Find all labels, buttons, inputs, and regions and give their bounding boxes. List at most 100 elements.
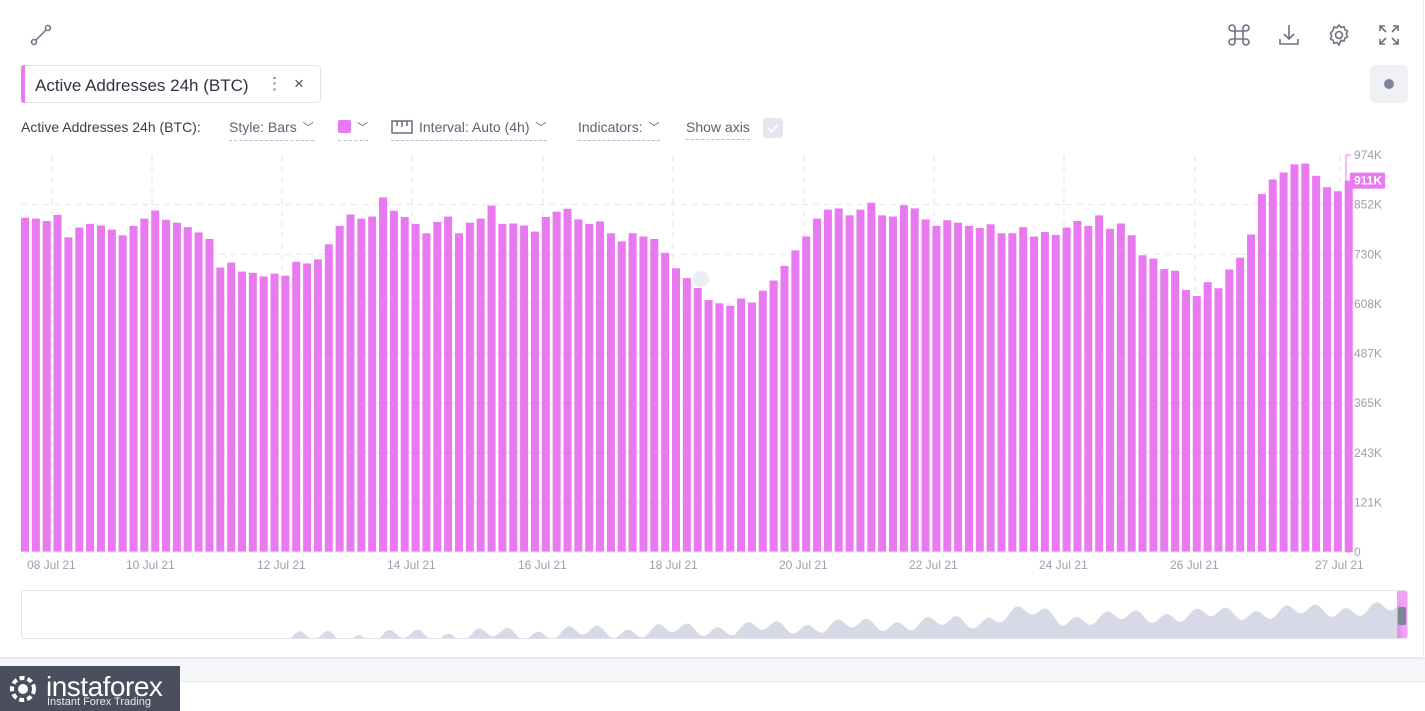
bar xyxy=(129,225,138,553)
y-tick-label: 365K xyxy=(1354,396,1382,410)
crosshair-marker xyxy=(693,271,709,287)
check-icon xyxy=(767,124,779,133)
bar xyxy=(227,262,236,552)
metric-close-button[interactable]: × xyxy=(294,74,304,93)
bar xyxy=(509,223,518,553)
bar xyxy=(86,223,95,552)
bar xyxy=(1203,282,1212,552)
y-tick-label: 608K xyxy=(1354,297,1382,311)
bar xyxy=(997,233,1006,552)
bar xyxy=(335,225,344,553)
bar xyxy=(1019,227,1028,552)
bar xyxy=(1301,163,1310,552)
bar xyxy=(693,287,702,552)
instaforex-watermark: instaforex Instant Forex Trading xyxy=(0,666,180,711)
bar xyxy=(1030,236,1039,552)
bar xyxy=(281,275,290,552)
bar xyxy=(639,236,648,552)
bar xyxy=(1323,187,1331,552)
bar xyxy=(802,236,811,552)
bar xyxy=(1095,215,1104,552)
bar xyxy=(1116,223,1125,553)
bar xyxy=(162,219,171,552)
bar xyxy=(151,210,160,552)
instaforex-logo-icon xyxy=(10,676,36,702)
interval-dropdown[interactable]: Interval: Auto (4h) ﹀ xyxy=(391,119,547,141)
line-tool-icon[interactable] xyxy=(28,22,54,48)
bar xyxy=(823,209,832,552)
bar xyxy=(357,218,366,552)
bar xyxy=(834,208,843,552)
bar xyxy=(780,265,789,552)
x-tick-label: 24 Jul 21 xyxy=(1039,558,1088,572)
x-tick-label: 27 Jul 21 xyxy=(1315,558,1364,572)
chevron-down-icon: ﹀ xyxy=(357,122,368,134)
bar xyxy=(910,208,919,552)
bar xyxy=(1225,269,1234,552)
y-tick-label: 852K xyxy=(1354,198,1382,212)
metric-tag[interactable]: Active Addresses 24h (BTC) ⋮ × xyxy=(21,65,321,103)
style-dropdown[interactable]: Style: Bars ﹀ xyxy=(229,119,314,141)
x-tick-label: 12 Jul 21 xyxy=(257,558,306,572)
navigator-handle[interactable] xyxy=(1398,607,1406,625)
bar xyxy=(444,216,453,553)
range-navigator[interactable] xyxy=(21,590,1408,639)
last-value-badge xyxy=(1350,172,1385,189)
bar xyxy=(856,209,865,552)
bar xyxy=(954,222,963,552)
bar xyxy=(118,235,127,553)
y-tick-label: 121K xyxy=(1354,495,1382,509)
bar xyxy=(1171,270,1180,552)
bar xyxy=(541,216,550,552)
x-tick-label: 22 Jul 21 xyxy=(909,558,958,572)
bar xyxy=(238,271,246,552)
bar xyxy=(878,215,887,552)
bar xyxy=(346,214,355,552)
bar xyxy=(661,252,670,552)
x-tick-label: 16 Jul 21 xyxy=(518,558,567,572)
fullscreen-icon[interactable] xyxy=(1376,22,1402,48)
navigator-area xyxy=(291,602,1402,638)
chevron-down-icon: ﹀ xyxy=(648,122,660,134)
bar xyxy=(606,233,615,552)
dot-icon xyxy=(1384,79,1394,89)
bar xyxy=(585,223,594,552)
bar xyxy=(465,222,474,552)
bar xyxy=(1051,234,1060,552)
bar xyxy=(704,300,713,552)
indicators-dropdown[interactable]: Indicators: ﹀ xyxy=(578,119,660,141)
bar xyxy=(1192,296,1201,552)
bar xyxy=(1344,180,1353,552)
bar xyxy=(487,205,496,553)
command-icon[interactable] xyxy=(1226,22,1252,48)
bar xyxy=(1214,288,1223,552)
color-dropdown[interactable]: ﹀ xyxy=(338,119,368,141)
metric-menu-button[interactable]: ⋮ xyxy=(266,74,283,93)
bar xyxy=(1247,234,1256,553)
show-axis-toggle[interactable]: Show axis xyxy=(686,119,750,140)
bar xyxy=(563,208,572,553)
bar xyxy=(1138,255,1147,552)
bar xyxy=(324,244,333,552)
interval-label: Interval: Auto (4h) xyxy=(419,119,530,135)
bar xyxy=(1073,221,1082,552)
bar xyxy=(1040,232,1049,553)
bar xyxy=(1268,179,1277,552)
bar xyxy=(520,225,529,552)
settings-icon[interactable] xyxy=(1326,22,1352,48)
bar xyxy=(1236,257,1245,552)
watermark-tagline: Instant Forex Trading xyxy=(47,696,151,708)
bar xyxy=(379,197,388,552)
bar xyxy=(1257,194,1266,552)
bar xyxy=(205,238,214,552)
y-tick-label: 0 xyxy=(1354,545,1361,559)
x-tick-label: 18 Jul 21 xyxy=(649,558,698,572)
bar-chart[interactable]: 974K 852K 730K 608K 487K 365K 243K 121K 0 911K 08 … xyxy=(0,0,1425,580)
toggle-dot-button[interactable] xyxy=(1370,65,1408,103)
bar xyxy=(769,280,778,552)
bar xyxy=(845,215,854,552)
show-axis-checkbox[interactable] xyxy=(763,118,783,138)
bar xyxy=(899,205,908,552)
download-icon[interactable] xyxy=(1276,22,1302,48)
bar xyxy=(574,219,583,552)
